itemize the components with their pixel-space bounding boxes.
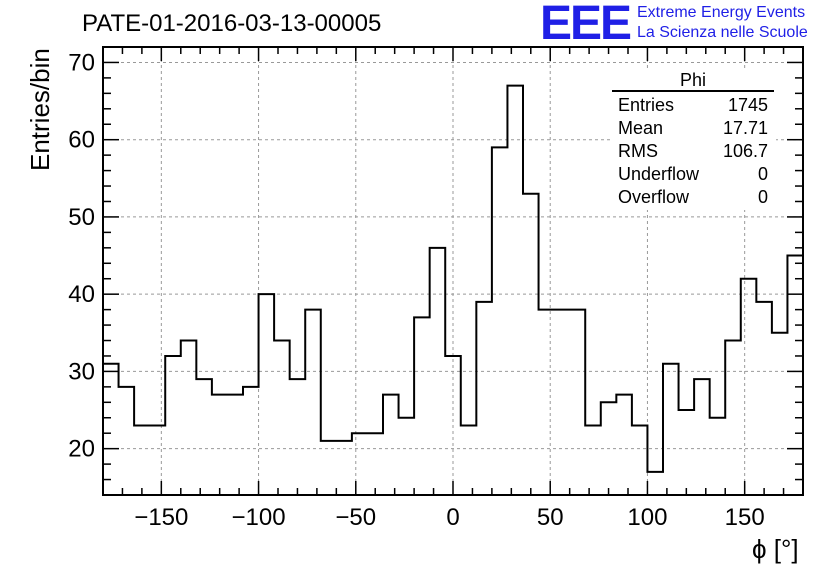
- y-tick-label: 70: [68, 49, 95, 76]
- histogram-bin: [227, 395, 243, 495]
- stats-title: Phi: [679, 70, 706, 90]
- histogram-bin: [150, 425, 166, 495]
- histogram-bin: [523, 194, 539, 495]
- y-tick-label: 60: [68, 127, 95, 154]
- stats-label: Underflow: [618, 164, 700, 184]
- histogram-bin: [305, 310, 321, 495]
- histogram-bin: [679, 410, 695, 495]
- plot-title: PATE-01-2016-03-13-00005: [82, 10, 382, 37]
- histogram-bin: [430, 248, 446, 495]
- y-tick-label: 50: [68, 204, 95, 231]
- histogram-bin: [492, 147, 508, 495]
- histogram-bin: [103, 364, 119, 495]
- histogram-bin: [212, 395, 228, 495]
- histogram-bin: [321, 441, 337, 495]
- histogram-bin: [243, 387, 259, 495]
- stats-row-underflow: Underflow 0: [612, 163, 774, 186]
- histogram-bin: [710, 418, 726, 495]
- stats-value: 0: [757, 187, 768, 207]
- x-axis-label: ϕ [°]: [752, 534, 799, 564]
- x-tick-label: 150: [725, 504, 765, 531]
- histogram-bin: [134, 425, 150, 495]
- histogram-bin: [445, 356, 461, 495]
- y-tick-label: 30: [68, 358, 95, 385]
- stats-row-entries: Entries 1745: [612, 94, 774, 117]
- histogram-outline: [103, 84, 803, 473]
- stats-label: Overflow: [618, 187, 690, 207]
- stats-box: Phi Entries 1745 Mean 17.71 RMS 106.7 Un…: [612, 70, 774, 209]
- histogram-bin: [181, 341, 197, 495]
- stats-label: Entries: [618, 95, 675, 115]
- y-tick-label: 40: [68, 281, 95, 308]
- eee-logo: EEE: [540, 0, 632, 50]
- histogram-bin: [787, 256, 803, 495]
- x-tick-label: −150: [134, 504, 188, 531]
- stats-value: 106.7: [722, 141, 768, 161]
- histogram-bin: [259, 294, 275, 495]
- stats-value: 0: [757, 164, 768, 184]
- histogram-bin: [616, 395, 632, 495]
- histogram-bin: [336, 441, 352, 495]
- histogram-bin: [119, 387, 135, 495]
- y-axis-label: Entries/bin: [25, 48, 55, 171]
- histogram-bin: [741, 279, 757, 495]
- histogram-bin: [663, 364, 679, 495]
- histogram-bin: [725, 341, 741, 495]
- histogram-bin: [554, 310, 570, 495]
- histogram-bin: [756, 302, 772, 495]
- histogram-bin: [461, 425, 477, 495]
- histogram-bin: [367, 433, 383, 495]
- histogram-bin: [274, 341, 290, 495]
- brand-line-2: La Scienza nelle Scuole: [637, 24, 808, 41]
- x-tick-label: −100: [232, 504, 286, 531]
- stats-row-overflow: Overflow 0: [612, 186, 774, 209]
- histogram-bin: [632, 425, 648, 495]
- histogram-bin: [383, 395, 399, 495]
- stats-value: 1745: [727, 95, 768, 115]
- histogram-bin: [352, 433, 368, 495]
- stats-row-rms: RMS 106.7: [612, 140, 774, 163]
- histogram-bin: [290, 379, 306, 495]
- y-tick-label: 20: [68, 436, 95, 463]
- histogram-bin: [585, 425, 601, 495]
- histogram-bin: [570, 310, 586, 495]
- x-tick-label: −50: [335, 504, 376, 531]
- stats-label: RMS: [618, 141, 658, 161]
- stats-divider: [612, 90, 774, 92]
- histogram-bin: [476, 302, 492, 495]
- x-tick-label: 0: [446, 504, 459, 531]
- stats-row-mean: Mean 17.71: [612, 117, 774, 140]
- x-tick-label: 100: [627, 504, 667, 531]
- histogram-bin: [539, 310, 555, 495]
- histogram-bin: [165, 356, 181, 495]
- histogram-bin: [399, 418, 415, 495]
- histogram-bin: [647, 472, 663, 495]
- stats-label: Mean: [618, 118, 664, 138]
- x-tick-label: 50: [537, 504, 564, 531]
- stats-value: 17.71: [722, 118, 768, 138]
- histogram-bin: [507, 86, 523, 495]
- histogram-bin: [196, 379, 212, 495]
- histogram-bin: [601, 402, 617, 495]
- histogram-bin: [772, 333, 788, 495]
- histogram-bin: [694, 379, 710, 495]
- histogram-bin: [414, 317, 430, 495]
- brand-line-1: Extreme Energy Events: [637, 4, 806, 21]
